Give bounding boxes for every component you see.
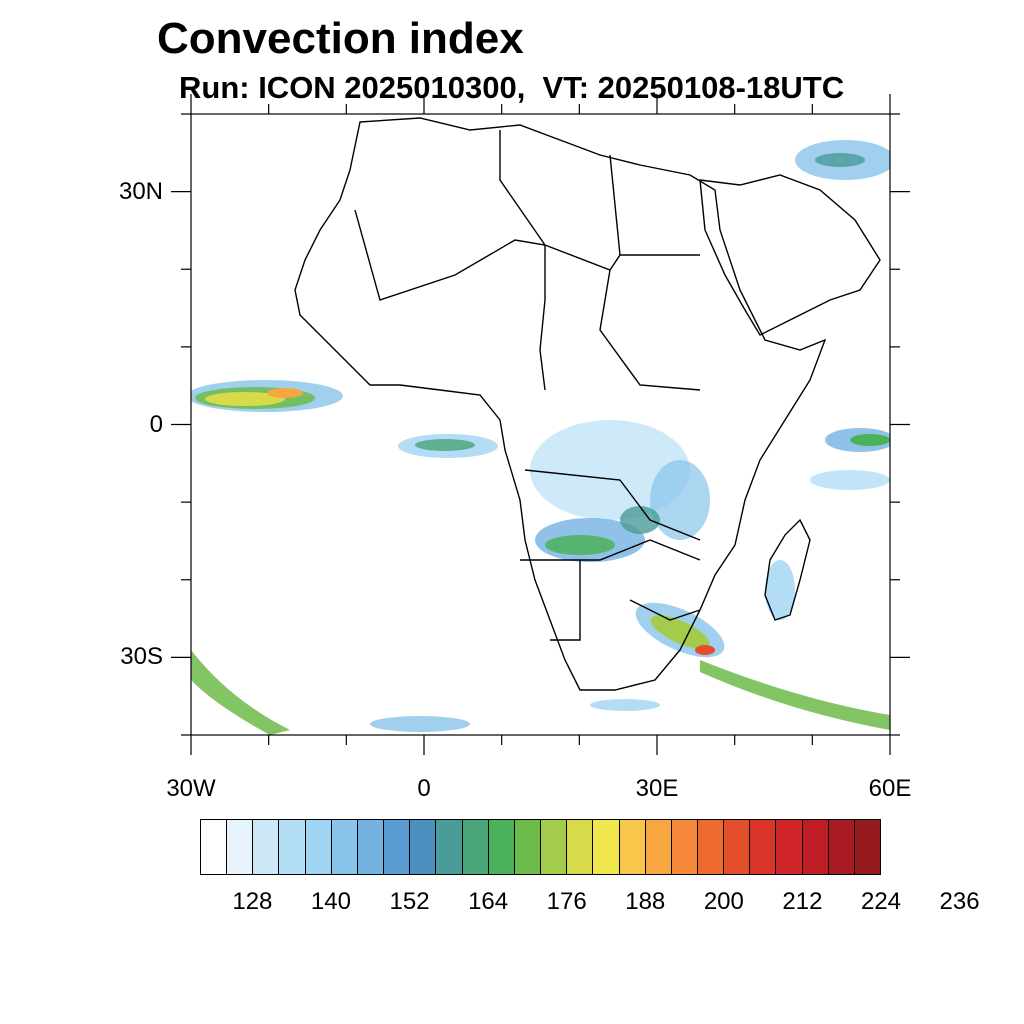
colorbar-swatch: [410, 820, 437, 874]
colorbar-label: 164: [468, 888, 509, 915]
lat-tick-label: 30N: [118, 177, 163, 205]
colorbar-swatch: [541, 820, 568, 874]
colorbar-swatch: [697, 820, 725, 874]
lat-tick-label: 0: [149, 410, 163, 438]
convection-field: [191, 140, 890, 735]
colorbar-swatch: [384, 820, 411, 874]
colorbar-swatch: [357, 820, 385, 874]
colorbar-swatch: [776, 820, 803, 874]
colorbar-swatch: [750, 820, 777, 874]
colorbar-swatch: [488, 820, 515, 874]
lat-tick-label: 30S: [120, 643, 163, 671]
colorbar-swatch: [854, 820, 881, 874]
colorbar-label: 176: [546, 888, 587, 915]
colorbar-swatch: [802, 820, 829, 874]
colorbar: [200, 819, 881, 875]
colorbar-swatch: [514, 820, 542, 874]
colorbar-swatch: [305, 820, 332, 874]
colorbar-swatch: [724, 820, 751, 874]
colorbar-swatch: [645, 820, 672, 874]
lon-tick-label: 0: [417, 775, 431, 802]
map-subtitle: Run: ICON 2025010300, VT: 20250108-18UTC: [179, 70, 845, 105]
lon-tick-label: 30E: [635, 775, 679, 802]
colorbar-swatch: [279, 820, 306, 874]
colorbar-label: 152: [389, 888, 430, 915]
colorbar-label: 212: [782, 888, 823, 915]
colorbar-swatch: [828, 820, 855, 874]
colorbar-swatch: [619, 820, 646, 874]
colorbar-swatch: [227, 820, 254, 874]
colorbar-label: 140: [310, 888, 351, 915]
colorbar-label: 128: [232, 888, 273, 915]
lon-tick-label: 60E: [868, 775, 912, 802]
colorbar-swatch: [671, 820, 698, 874]
colorbar-label: 200: [703, 888, 744, 915]
colorbar-swatch: [462, 820, 489, 874]
colorbar-swatch: [201, 820, 228, 874]
lon-tick-label: 30W: [166, 775, 216, 802]
colorbar-swatch: [436, 820, 463, 874]
colorbar-swatch: [331, 820, 358, 874]
colorbar-label: 236: [939, 888, 980, 915]
map-frame: [190, 113, 891, 736]
colorbar-swatch: [593, 820, 620, 874]
colorbar-swatch: [253, 820, 280, 874]
map-title: Convection index: [157, 14, 524, 63]
coastlines: [294, 117, 881, 691]
colorbar-swatch: [567, 820, 594, 874]
colorbar-label: 224: [860, 888, 902, 915]
colorbar-label: 188: [625, 888, 666, 915]
axis-ticks: [171, 94, 910, 755]
